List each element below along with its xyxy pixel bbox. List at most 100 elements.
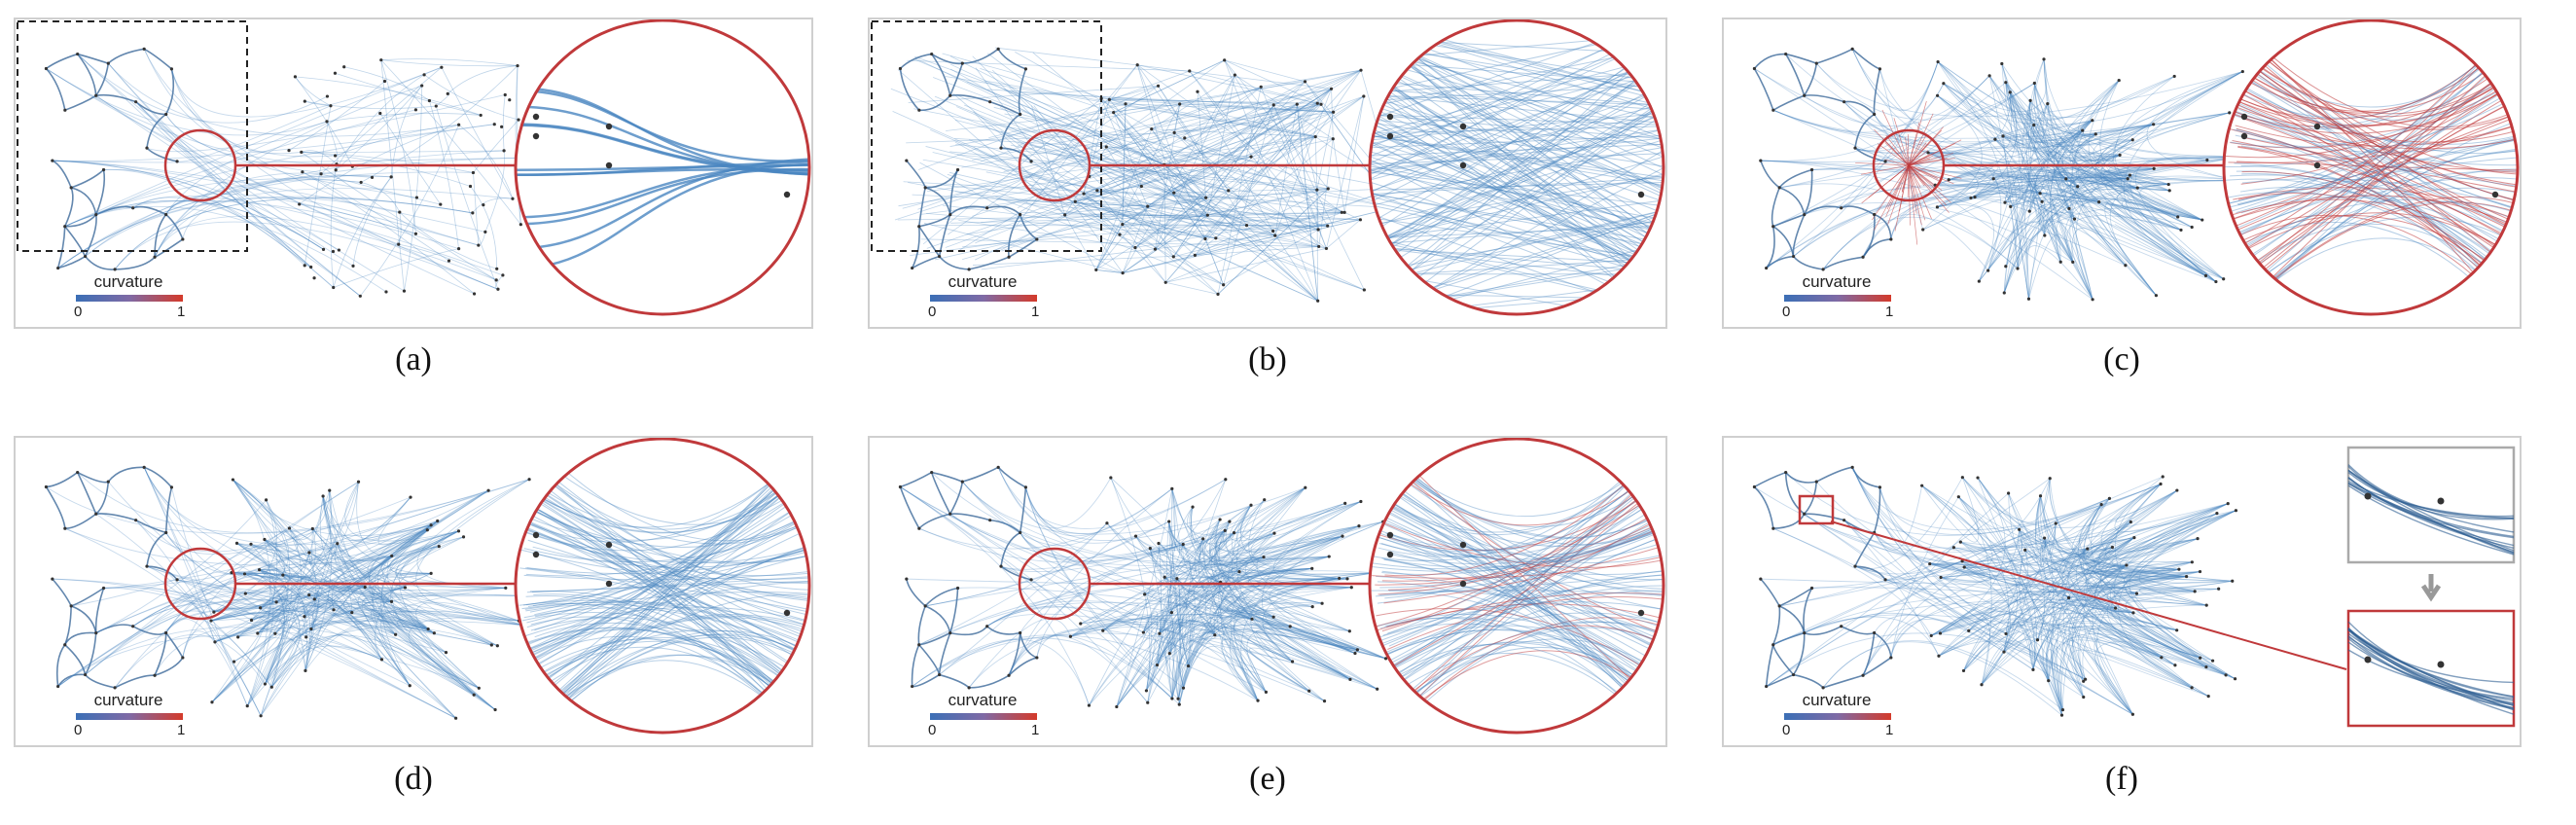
- bundled-edge: [968, 624, 1358, 689]
- graph-node: [1850, 47, 1854, 51]
- bundled-edge: [77, 54, 405, 292]
- bundled-edge: [1854, 124, 2154, 154]
- graph-node: [264, 498, 268, 502]
- graph-edge: [1938, 591, 2196, 657]
- graph-edge: [1968, 587, 2196, 631]
- bundled-edge: [1036, 544, 1184, 659]
- graph-edge: [1963, 623, 2193, 689]
- graph-node: [142, 47, 146, 51]
- magnified-edge: [1388, 460, 1664, 528]
- graph-edge: [1113, 59, 1225, 113]
- tree-edge: [949, 513, 990, 521]
- graph-edge: [1937, 191, 2070, 209]
- graph-edge: [1245, 556, 1356, 654]
- graph-node: [1316, 228, 1320, 232]
- graph-edge: [2038, 204, 2074, 263]
- graph-edge: [918, 70, 1190, 170]
- graph-node: [1167, 520, 1171, 523]
- graph-edge: [2039, 537, 2176, 666]
- graph-edge: [233, 479, 317, 618]
- graph-edge: [1938, 613, 2034, 670]
- graph-edge: [2129, 538, 2200, 659]
- graph-edge: [1197, 532, 1234, 556]
- graph-edge: [1163, 86, 1262, 165]
- magnified-edge: [1370, 69, 1664, 190]
- graph-node: [429, 571, 433, 575]
- bundled-edge: [165, 532, 456, 719]
- graph-node: [1163, 280, 1167, 284]
- graph-edge: [1970, 103, 2049, 198]
- graph-edge: [2083, 548, 2227, 676]
- graph-node: [1213, 633, 1217, 637]
- magnified-edge: [1370, 156, 1664, 245]
- graph-node: [1288, 625, 1292, 628]
- graph-node: [1019, 112, 1022, 117]
- magnified-edge: [2236, 148, 2518, 235]
- magnified-edge: [1370, 139, 1664, 228]
- graph-edge: [1135, 535, 1293, 663]
- graph-node: [453, 716, 458, 720]
- tree-edge: [939, 673, 970, 689]
- graph-node: [1991, 177, 1995, 181]
- graph-edge: [2002, 135, 2019, 269]
- graph-edge: [897, 69, 1065, 216]
- graph-edge: [1232, 505, 1348, 580]
- graph-edge: [335, 85, 422, 171]
- graph-edge: [1113, 112, 1217, 239]
- magnified-edge: [2237, 198, 2518, 250]
- graph-edge: [2082, 603, 2163, 659]
- graph-edge: [973, 147, 1224, 286]
- graph-node: [1310, 566, 1314, 570]
- graph-edge: [233, 556, 392, 663]
- tree-edge: [146, 531, 167, 567]
- graph-node: [1976, 476, 1980, 480]
- graph-edge: [299, 203, 416, 234]
- graph-edge: [1172, 190, 1230, 258]
- graph-edge: [1151, 128, 1206, 198]
- graph-edge: [1928, 151, 2121, 156]
- magnified-edge: [534, 555, 809, 666]
- bundled-edge: [1772, 527, 2133, 715]
- bundled-edge: [176, 579, 456, 719]
- graph-drawing-b: [871, 19, 1665, 316]
- graph-edge: [1109, 85, 1159, 100]
- magnified-edge: [533, 506, 809, 677]
- graph-node: [1035, 237, 1039, 241]
- graph-edge: [2068, 76, 2175, 131]
- graph-edge: [1974, 184, 2217, 282]
- high-curvature-edge: [1908, 164, 1926, 221]
- bundled-edge: [46, 479, 530, 534]
- graph-edge: [259, 496, 411, 571]
- high-curvature-edge: [1908, 164, 1918, 245]
- graph-edge: [1096, 86, 1262, 192]
- tree-edge: [949, 205, 987, 216]
- graph-node: [1035, 656, 1039, 660]
- graph-edge: [1106, 522, 1352, 589]
- magnified-edge: [1370, 56, 1664, 298]
- tree-edge: [1778, 587, 1812, 607]
- magnified-edge: [2238, 187, 2518, 279]
- graph-edge: [2019, 529, 2233, 591]
- bundled-edge: [165, 496, 411, 553]
- graph-edge: [264, 520, 438, 565]
- magnified-edge: [530, 617, 809, 697]
- graph-edge: [1159, 519, 1221, 634]
- high-curvature-edge: [1908, 113, 1934, 166]
- graph-edge: [2009, 91, 2075, 220]
- graph-edge: [458, 124, 514, 199]
- graph-edge: [1157, 570, 1240, 665]
- graph-edge: [447, 65, 519, 94]
- graph-edge: [949, 63, 1165, 165]
- magnified-edge: [1370, 130, 1664, 254]
- graph-node: [948, 213, 952, 217]
- magnified-edge: [1375, 488, 1664, 723]
- graph-edge: [265, 645, 456, 719]
- graph-edge: [1978, 120, 2093, 282]
- tree-edge: [1851, 467, 1880, 488]
- colorbar: [76, 295, 183, 302]
- magnified-edge: [1370, 58, 1664, 140]
- graph-edge: [313, 572, 432, 599]
- graph-node: [309, 265, 313, 269]
- graph-node: [389, 599, 394, 604]
- graph-node: [2196, 537, 2200, 541]
